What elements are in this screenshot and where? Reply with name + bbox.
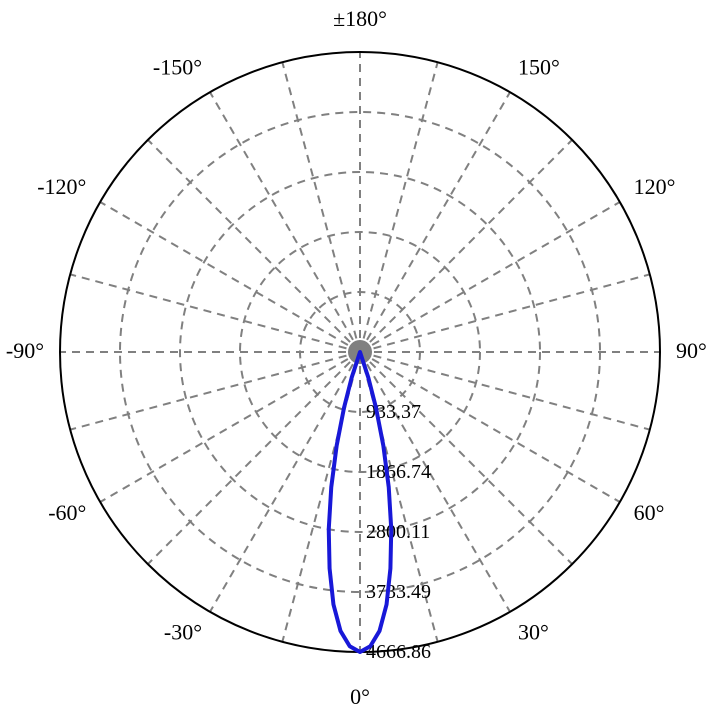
angle-label: -30°: [164, 620, 202, 645]
angle-label: 120°: [634, 174, 676, 199]
polar-chart-svg: ±180° 150° 120° 90° 60° 30° 0° -30° -60° -90° -120…: [0, 0, 721, 713]
angle-label: 90°: [676, 338, 707, 363]
angle-label: 150°: [518, 54, 560, 79]
angle-label: 0°: [350, 684, 370, 709]
angle-label: ±180°: [333, 6, 387, 31]
angle-label: 30°: [518, 620, 549, 645]
angle-label: -150°: [153, 54, 202, 79]
angle-label: -60°: [48, 500, 86, 525]
radial-label: 1866.74: [366, 461, 431, 483]
angle-label: -120°: [37, 174, 86, 199]
angle-label: -90°: [6, 338, 44, 363]
radial-label: 3733.49: [366, 581, 431, 603]
radial-label: 2800.11: [366, 521, 430, 543]
polar-chart: ±180° 150° 120° 90° 60° 30° 0° -30° -60° -90° -120…: [0, 0, 721, 713]
radial-label: 4666.86: [366, 641, 431, 663]
angle-label: 60°: [634, 500, 665, 525]
